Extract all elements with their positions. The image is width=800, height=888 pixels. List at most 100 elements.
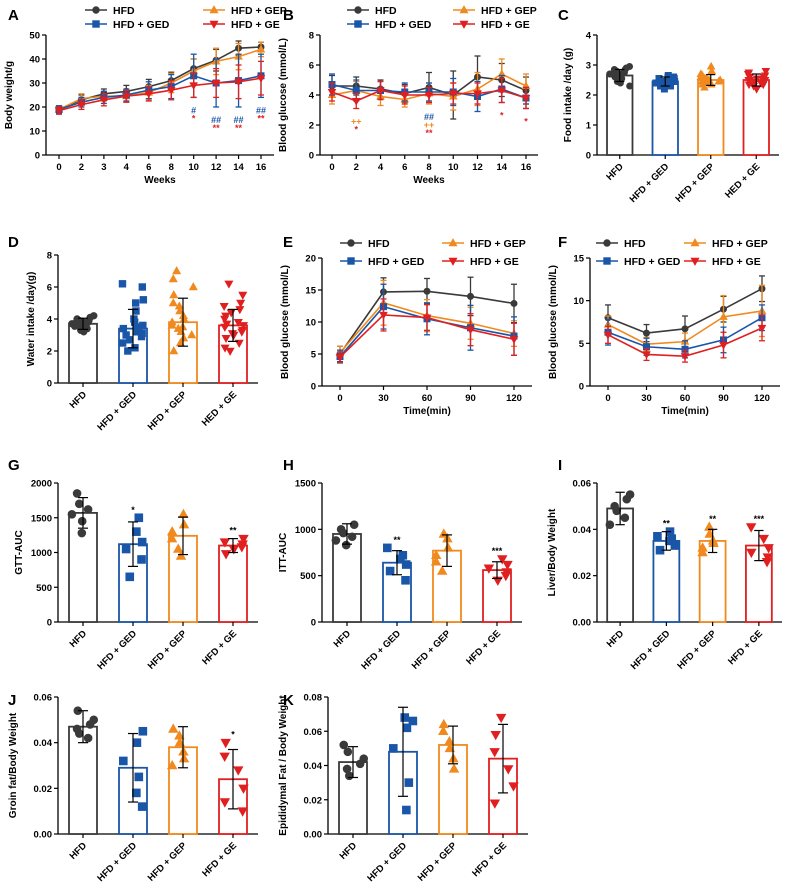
x-tick-label: HFD <box>338 840 360 862</box>
x-tick-label: 30 <box>641 393 652 404</box>
x-axis-title: Weeks <box>413 175 445 186</box>
data-point <box>189 82 198 91</box>
data-point <box>174 737 186 747</box>
data-point <box>404 778 414 787</box>
x-tick-label: HFD + GED <box>365 840 409 884</box>
data-point <box>341 540 351 550</box>
y-tick-label: 2 <box>309 121 314 132</box>
legend-entry: HFD + GED <box>596 256 681 268</box>
x-tick-label: 0 <box>56 162 61 173</box>
y-tick-label: 0.00 <box>573 618 592 629</box>
data-point <box>137 555 146 564</box>
bar-group: HFD <box>338 740 369 862</box>
data-point <box>700 73 710 82</box>
data-point <box>72 724 82 734</box>
data-point <box>138 726 148 736</box>
y-axis-title: GTT-AUC <box>14 530 25 574</box>
bar-group: HFD <box>68 312 98 411</box>
y-tick-label: 4 <box>47 315 53 326</box>
x-tick-label: HFD + GEP <box>675 628 719 672</box>
bar-group: HFD <box>604 63 634 183</box>
data-point <box>467 292 474 300</box>
panel-E: E 0 5 10 15 20 Blood glucose (mmol/L) 0 30 60 90 12… <box>280 234 532 417</box>
data-point <box>132 307 140 315</box>
bar <box>697 79 725 156</box>
x-tick-label: 4 <box>124 162 130 173</box>
legend-marker <box>209 20 219 29</box>
y-tick-label: 8 <box>309 31 314 42</box>
x-axis-title: Time(min) <box>403 406 451 417</box>
x-tick-label: HFD + GEP <box>416 840 460 884</box>
legend-marker <box>690 238 700 247</box>
data-point <box>347 532 357 542</box>
data-point <box>225 347 235 356</box>
x-tick-label: HFD <box>68 389 90 411</box>
x-tick-label: HFD <box>68 840 90 862</box>
data-point <box>172 266 182 275</box>
x-tick-label: HFD + GED <box>628 161 672 205</box>
data-point <box>760 76 770 85</box>
data-point <box>220 344 230 353</box>
data-point <box>762 553 774 563</box>
x-tick-label: 60 <box>422 393 433 404</box>
y-axis-title: Blood glucose (mmol/L) <box>548 265 559 379</box>
y-axis-title: ITT-AUC <box>278 533 289 572</box>
data-point <box>642 351 651 360</box>
legend-marker <box>347 239 355 247</box>
y-tick-label: 2 <box>47 347 52 358</box>
bar-group: HFD + GED <box>628 72 679 205</box>
data-point <box>408 716 418 726</box>
legend-entry: HFD + GEP <box>203 5 287 17</box>
legend-entry: HFD + GE <box>203 19 280 31</box>
y-tick-label: 0.04 <box>34 738 53 749</box>
y-tick-label: 5 <box>579 339 585 350</box>
data-point <box>483 564 495 574</box>
data-point <box>442 542 454 552</box>
y-tick-label: 6 <box>309 61 314 72</box>
legend-label: HFD + GED <box>368 256 425 268</box>
x-tick-label: HFD + GE <box>200 628 239 667</box>
data-point <box>424 91 434 100</box>
x-tick-label: HED + GE <box>723 161 762 200</box>
significance-mark: * <box>354 125 358 135</box>
data-point <box>497 555 508 565</box>
bar-group: HFD + GEP <box>416 718 468 884</box>
data-point <box>757 324 767 333</box>
legend-marker <box>459 5 469 14</box>
y-tick-label: 0.00 <box>304 830 323 841</box>
x-tick-label: HFD + GEP <box>410 628 454 672</box>
significance-mark: ++ <box>424 120 435 130</box>
data-point <box>448 763 460 773</box>
data-point <box>138 283 146 291</box>
data-point <box>610 501 619 511</box>
legend-marker <box>448 238 458 247</box>
data-point <box>626 82 634 90</box>
data-point <box>707 66 717 75</box>
legend-label: HFD + GED <box>624 256 681 268</box>
data-point <box>339 740 349 750</box>
y-tick-label: 1000 <box>31 548 52 559</box>
data-point <box>671 78 679 85</box>
data-point <box>680 353 690 361</box>
data-point <box>175 550 187 560</box>
x-tick-label: 12 <box>211 162 222 173</box>
x-tick-label: 12 <box>472 162 483 173</box>
data-point <box>763 544 774 554</box>
series-hfd-gep <box>54 41 266 114</box>
significance-mark: * <box>231 730 235 740</box>
bar-group: HFD + GED * <box>95 505 148 672</box>
significance-mark: * <box>524 117 528 127</box>
data-point <box>221 312 231 321</box>
legend-label: HFD <box>113 5 135 17</box>
significance-mark: *** <box>492 546 503 556</box>
data-point <box>448 90 458 99</box>
x-axis-title: Weeks <box>144 175 176 186</box>
data-point <box>383 543 392 553</box>
data-point <box>422 314 432 323</box>
significance-mark: ** <box>235 123 243 133</box>
x-tick-label: HFD + GED <box>95 389 139 433</box>
data-point <box>234 78 243 87</box>
series-line <box>58 77 262 112</box>
